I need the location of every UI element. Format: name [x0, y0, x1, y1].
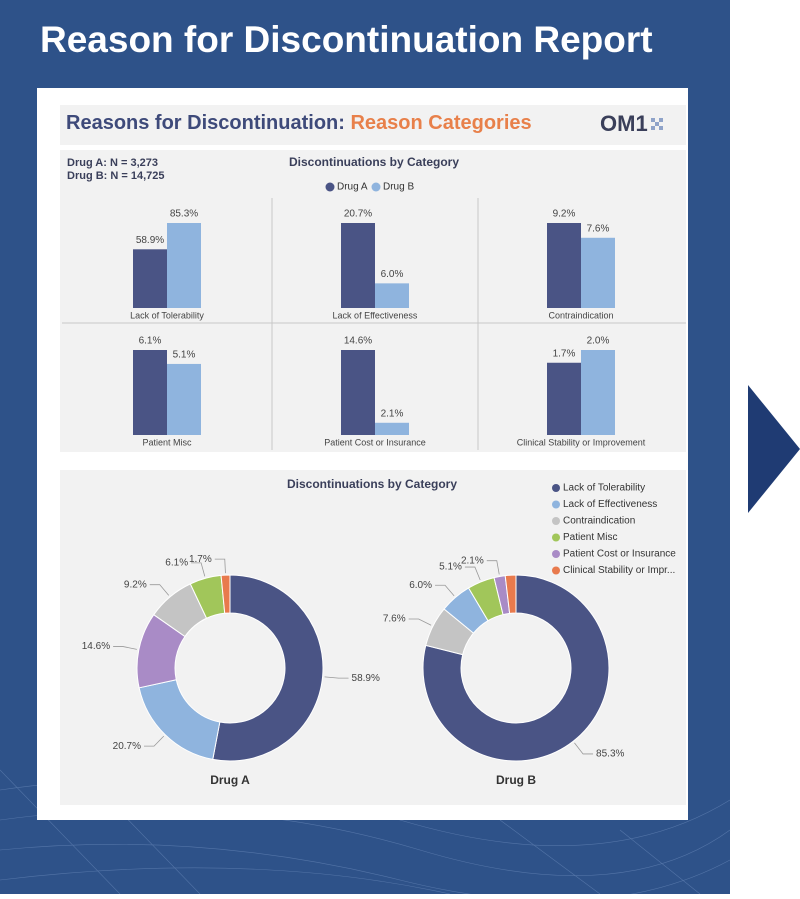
bar [167, 223, 201, 308]
value-label: 9.2% [553, 209, 576, 220]
bar [547, 223, 581, 308]
leader-line [464, 566, 481, 581]
legend-marker [552, 500, 560, 509]
value-label: 5.1% [173, 350, 196, 361]
value-label: 20.7% [113, 741, 141, 752]
leader-line [191, 562, 206, 577]
bar [133, 350, 167, 435]
report-title-highlight: Reason Categories [350, 112, 531, 134]
bar [341, 223, 375, 308]
category-label: Lack of Effectiveness [333, 310, 418, 320]
leader-line [435, 584, 455, 597]
count-label: Drug A: N = 3,273 [67, 157, 158, 169]
value-label: 1.7% [553, 348, 576, 359]
donut-slice [220, 574, 231, 614]
value-label: 58.9% [352, 673, 380, 684]
value-label: 85.3% [596, 749, 624, 760]
legend-marker [552, 550, 560, 558]
category-label: Patient Misc [142, 437, 192, 447]
value-label: 14.6% [344, 336, 372, 347]
value-label: 20.7% [344, 209, 372, 220]
leader-line [324, 676, 349, 679]
category-label: Lack of Tolerability [130, 310, 204, 320]
bar [547, 362, 581, 435]
value-label: 2.1% [461, 555, 484, 566]
bar [581, 350, 615, 435]
legend-marker [552, 533, 560, 542]
leader-line [214, 558, 226, 574]
legend-label: Drug A [337, 182, 368, 193]
bar [341, 350, 375, 435]
leader-line [144, 735, 165, 747]
value-label: 7.6% [587, 223, 610, 234]
value-label: 6.0% [409, 580, 432, 591]
legend-label: Patient Misc [563, 532, 617, 543]
legend-label: Contraindication [563, 516, 635, 527]
donut-slice [212, 574, 324, 762]
value-label: 14.6% [82, 641, 110, 652]
legend-label: Patient Cost or Insurance [563, 549, 676, 560]
leader-line [574, 742, 594, 755]
value-label: 2.1% [381, 408, 404, 419]
logo: OM1 [600, 111, 648, 136]
next-arrow[interactable] [748, 385, 800, 513]
leader-line [149, 584, 170, 596]
legend-marker [552, 484, 560, 492]
donut-slice [422, 574, 610, 762]
bar [581, 237, 615, 308]
value-label: 6.0% [381, 269, 404, 280]
report-title: Reasons for Discontinuation: Reason Cate… [66, 112, 532, 134]
value-label: 1.7% [189, 554, 212, 565]
bar [375, 283, 409, 308]
count-label: Drug B: N = 14,725 [67, 170, 165, 182]
bar [167, 363, 201, 435]
category-label: Clinical Stability or Improvement [517, 437, 646, 447]
value-label: 5.1% [439, 562, 462, 573]
donut-label: Drug A [210, 773, 250, 787]
value-label: 9.2% [124, 579, 147, 590]
legend-label: Clinical Stability or Impr... [563, 565, 675, 576]
leader-line [113, 646, 137, 650]
legend-label: Lack of Tolerability [563, 483, 645, 494]
donut-slice [504, 574, 517, 614]
logo-mark [651, 118, 663, 130]
value-label: 85.3% [170, 209, 198, 220]
legend-marker [552, 566, 560, 575]
legend-marker [552, 517, 560, 525]
leader-line [486, 560, 500, 575]
value-label: 2.0% [587, 336, 610, 347]
category-label: Contraindication [548, 310, 613, 320]
legend-marker [371, 182, 381, 192]
report-title-main: Reasons for Discontinuation: [66, 112, 345, 134]
category-label: Patient Cost or Insurance [324, 437, 426, 447]
bar [375, 422, 409, 435]
leader-line [408, 618, 432, 626]
legend-marker [325, 182, 335, 192]
value-label: 7.6% [383, 614, 406, 625]
page-title: Reason for Discontinuation Report [40, 19, 653, 60]
donut-label: Drug B [496, 773, 536, 787]
value-label: 58.9% [136, 235, 164, 246]
chart-title: Discontinuations by Category [289, 155, 459, 169]
legend-label: Drug B [383, 182, 414, 193]
chart-title: Discontinuations by Category [287, 477, 457, 491]
value-label: 6.1% [165, 558, 188, 569]
panel-dividers [62, 198, 686, 450]
value-label: 6.1% [139, 336, 162, 347]
legend-label: Lack of Effectiveness [563, 499, 657, 510]
bar [133, 249, 167, 308]
report-header [60, 105, 686, 145]
